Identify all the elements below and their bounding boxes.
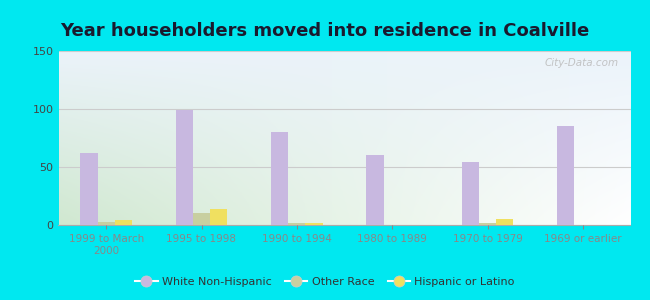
Bar bbox=[306, 223, 322, 225]
Legend: White Non-Hispanic, Other Race, Hispanic or Latino: White Non-Hispanic, Other Race, Hispanic… bbox=[131, 273, 519, 291]
Bar bbox=[288, 223, 305, 225]
Bar bbox=[271, 132, 288, 225]
Bar bbox=[98, 221, 115, 225]
Bar bbox=[462, 162, 479, 225]
Text: City-Data.com: City-Data.com bbox=[545, 58, 619, 68]
Bar bbox=[193, 213, 210, 225]
Bar bbox=[115, 220, 132, 225]
Bar bbox=[81, 153, 98, 225]
Bar bbox=[210, 209, 228, 225]
Bar bbox=[479, 223, 496, 225]
Bar bbox=[496, 219, 514, 225]
Bar bbox=[176, 110, 193, 225]
Text: Year householders moved into residence in Coalville: Year householders moved into residence i… bbox=[60, 22, 590, 40]
Bar bbox=[367, 155, 384, 225]
Bar bbox=[557, 126, 574, 225]
